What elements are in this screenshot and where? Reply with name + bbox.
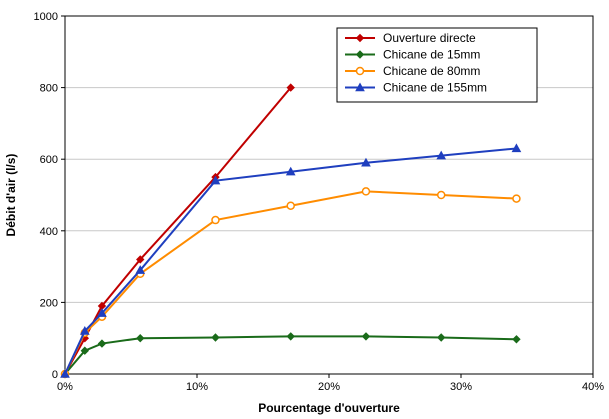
data-point (512, 335, 521, 344)
y-tick-label: 600 (40, 154, 58, 166)
series-4 (60, 143, 522, 378)
data-point (210, 175, 221, 185)
legend: Ouverture directe Chicane de 15mm Chicane … (336, 27, 538, 103)
y-tick-label: 400 (40, 226, 58, 238)
data-point (211, 215, 220, 225)
legend-swatch-marker (355, 82, 365, 92)
y-tick-label: 200 (40, 297, 58, 309)
series-layer (60, 83, 522, 379)
legend-label: Chicane de 80mm (383, 64, 480, 78)
data-point (361, 157, 371, 167)
data-point (436, 150, 447, 160)
data-point (136, 255, 145, 264)
legend-label: Chicane de 15mm (383, 48, 480, 62)
data-point (286, 332, 295, 341)
y-axis-label: Débit d'air (l/s) (4, 154, 18, 237)
legend-entry: Ouverture directe (345, 31, 476, 45)
series-line (64, 190, 517, 375)
legend-entry: Chicane de 155mm (345, 81, 487, 95)
data-point (361, 332, 371, 341)
x-tick-label: 30% (450, 381, 472, 393)
data-point (285, 166, 296, 176)
series-line (64, 335, 517, 375)
data-point (97, 339, 107, 348)
data-point (79, 326, 90, 335)
data-point (80, 346, 90, 355)
legend-box (336, 27, 538, 103)
series-line (64, 86, 292, 375)
y-tick-label: 800 (40, 83, 58, 95)
legend-label: Chicane de 155mm (383, 81, 487, 95)
y-tick-label: 0 (52, 369, 58, 381)
data-point (136, 333, 145, 343)
x-axis-label: Pourcentage d'ouverture (258, 401, 400, 415)
legend-swatch-marker (355, 33, 365, 43)
data-point (60, 368, 70, 378)
data-point (286, 201, 295, 210)
data-point (135, 265, 146, 274)
x-tick-label: 0% (57, 381, 73, 393)
legend-swatch-marker (355, 50, 365, 59)
data-point (436, 333, 446, 342)
series-2 (60, 332, 521, 379)
x-tick-label: 10% (186, 381, 208, 393)
data-point (361, 187, 371, 196)
y-tick-label: 1000 (34, 11, 58, 23)
data-point (286, 83, 295, 92)
legend-swatch-marker (355, 66, 365, 76)
x-tick-label: 20% (318, 381, 340, 393)
data-point (512, 194, 521, 203)
x-tick-label: 40% (582, 381, 604, 393)
legend-label: Ouverture directe (383, 31, 476, 45)
legend-entry: Chicane de 15mm (345, 48, 480, 62)
legend-entry: Chicane de 80mm (345, 64, 480, 78)
data-point (436, 190, 446, 200)
data-point (211, 333, 220, 342)
data-point (97, 308, 107, 317)
axis-ticks: 0 200 400 600 800 1000 0% 10% 20% 30% 40% (34, 11, 605, 393)
data-point (511, 143, 522, 153)
